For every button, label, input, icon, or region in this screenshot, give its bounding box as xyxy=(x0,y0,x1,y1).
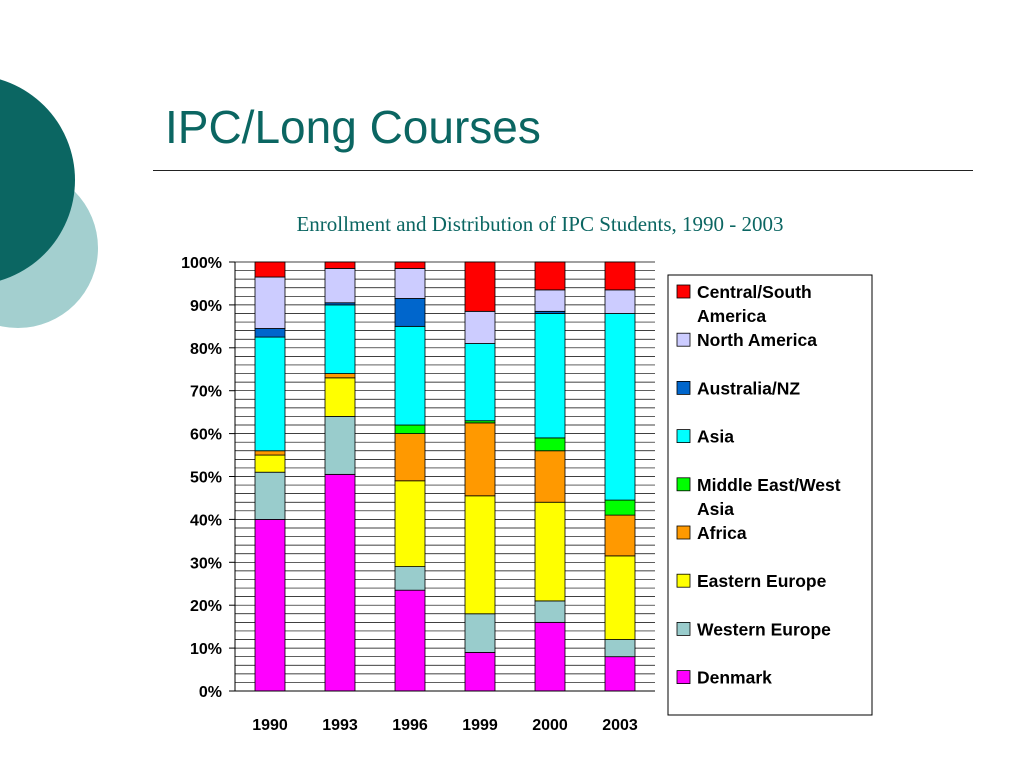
bar-segment xyxy=(464,651,496,692)
bar-segment xyxy=(534,289,566,312)
x-tick-label: 1993 xyxy=(322,717,358,734)
bar-segment xyxy=(394,424,426,434)
legend-swatch xyxy=(676,429,691,444)
bar-segment xyxy=(534,437,566,452)
legend-entry: Africa xyxy=(697,523,747,543)
bar-segment xyxy=(534,313,566,439)
bar-segment xyxy=(324,416,356,475)
y-tick-label: 60% xyxy=(190,427,222,444)
bar-segment xyxy=(324,261,356,269)
x-tick-label: 1996 xyxy=(392,717,428,734)
bar-segment xyxy=(394,480,426,567)
bar-segment xyxy=(464,261,496,312)
legend-entry: Central/South America xyxy=(697,282,812,326)
y-tick-label: 50% xyxy=(190,470,222,487)
bar-segment xyxy=(254,450,286,456)
bar-segment xyxy=(534,450,566,503)
axes xyxy=(229,261,655,692)
bar-segment xyxy=(394,566,426,591)
legend-box xyxy=(667,274,873,716)
bar-segment xyxy=(604,313,636,501)
bar-segment xyxy=(604,514,636,557)
bar-segment xyxy=(324,304,356,374)
bar-segment xyxy=(534,600,566,623)
bar-segment xyxy=(604,555,636,640)
bar-segment xyxy=(394,298,426,327)
bar-segment xyxy=(464,613,496,653)
legend-swatch xyxy=(676,284,691,299)
legend-swatch xyxy=(676,477,691,492)
y-tick-label: 70% xyxy=(190,384,222,401)
bar-segment xyxy=(464,495,496,615)
bar-segment xyxy=(464,422,496,497)
y-tick-label: 90% xyxy=(190,298,222,315)
y-tick-label: 100% xyxy=(181,255,222,272)
bar-segment xyxy=(534,261,566,291)
bar-segment xyxy=(464,310,496,344)
bar-segment xyxy=(394,589,426,692)
y-tick-label: 0% xyxy=(199,684,222,701)
x-tick-label: 1990 xyxy=(252,717,288,734)
page-title: IPC/Long Courses xyxy=(165,101,541,153)
legend-swatch xyxy=(676,525,691,540)
legend-entry: Middle East/West Asia xyxy=(697,475,841,519)
bar-segment xyxy=(604,639,636,658)
legend-entry: Asia xyxy=(697,427,734,447)
bar-segment xyxy=(604,261,636,291)
bar-segment xyxy=(394,325,426,426)
legend-entry: Denmark xyxy=(697,668,772,688)
bar-segment xyxy=(324,373,356,379)
bar-segment xyxy=(464,343,496,422)
legend-swatch xyxy=(676,332,691,347)
bar-segment xyxy=(254,471,286,520)
bar-segment xyxy=(604,289,636,314)
chart-title: Enrollment and Distribution of IPC Stude… xyxy=(296,212,784,236)
y-tick-label: 40% xyxy=(190,512,222,529)
bars xyxy=(254,261,636,692)
legend-swatch xyxy=(676,622,691,636)
y-tick-label: 30% xyxy=(190,555,222,572)
x-tick-labels: 1990 1993 1996 1999 2000 2003 xyxy=(252,717,638,734)
bar-segment xyxy=(324,473,356,692)
bar-segment xyxy=(394,261,426,269)
x-tick-label: 1999 xyxy=(462,717,498,734)
bar-segment xyxy=(254,519,286,692)
x-tick-label: 2000 xyxy=(532,717,568,734)
y-tick-label: 10% xyxy=(190,641,222,658)
bar-segment xyxy=(604,656,636,692)
legend-swatch xyxy=(676,670,691,684)
bar-segment xyxy=(254,454,286,473)
y-tick-label: 20% xyxy=(190,598,222,615)
legend-entry: Western Europe xyxy=(697,619,831,639)
y-tick-label: 80% xyxy=(190,341,222,358)
bar-segment xyxy=(254,328,286,338)
legend-swatch xyxy=(676,573,691,588)
bar-segment xyxy=(604,499,636,516)
bar-segment xyxy=(254,336,286,452)
legend-entry: Australia/NZ xyxy=(697,378,800,398)
bar-segment xyxy=(534,501,566,602)
legend-entry: North America xyxy=(697,330,817,350)
bar-segment xyxy=(254,276,286,329)
bar-segment xyxy=(394,433,426,482)
dark-circle xyxy=(0,79,75,281)
bar-segment xyxy=(534,621,566,692)
x-tick-label: 2003 xyxy=(602,717,638,734)
bar-segment xyxy=(254,261,286,278)
legend-swatch xyxy=(676,380,691,395)
legend: Central/South America North America Austral… xyxy=(667,274,873,716)
bar-segment xyxy=(324,268,356,304)
bar-segment xyxy=(324,377,356,417)
legend-entry: Eastern Europe xyxy=(697,571,827,591)
gridlines xyxy=(235,261,655,692)
y-tick-labels: 0% 10% 20% 30% 40% 50% 60% 70% 80% 90% 100% xyxy=(181,255,222,701)
title-divider xyxy=(153,170,973,171)
bar-segment xyxy=(394,268,426,299)
